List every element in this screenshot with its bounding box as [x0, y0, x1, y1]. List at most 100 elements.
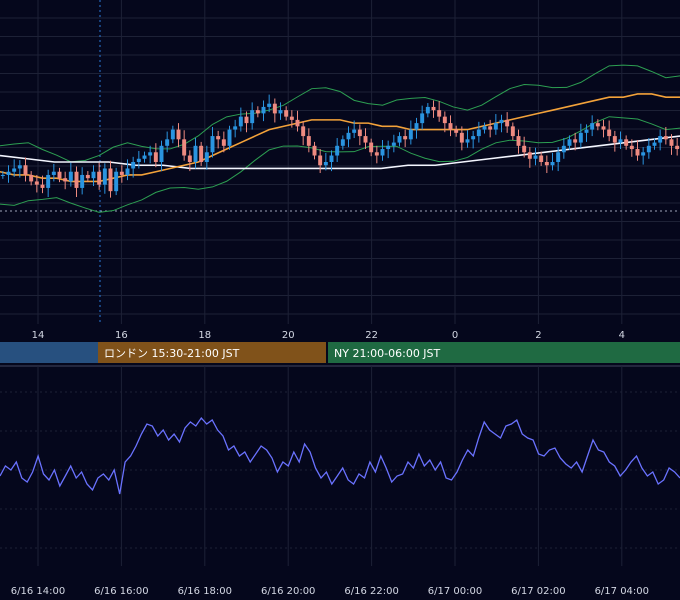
sma-slow-line: [0, 135, 680, 170]
x-tick-label: 16: [115, 330, 128, 341]
candle-body: [335, 145, 340, 156]
candle-body: [108, 168, 113, 192]
candle-body: [397, 136, 402, 143]
candle-body: [391, 142, 396, 146]
candle-body: [289, 116, 294, 120]
candle-body: [148, 152, 153, 156]
main-panel: [0, 0, 680, 324]
candle-body: [448, 123, 453, 130]
bollinger-upper: [0, 64, 680, 163]
candle-body: [561, 145, 566, 153]
candle-body: [425, 106, 430, 114]
candle-body: [278, 110, 283, 114]
session-ny-label: NY 21:00-06:00 JST: [334, 347, 441, 360]
candle-body: [601, 126, 606, 130]
rsi-x-tick-label: 6/17 04:00: [595, 586, 649, 597]
x-tick-label: 20: [282, 330, 295, 341]
candle-body: [142, 155, 147, 159]
main-x-axis: 14 16 18 20 22 0 2 4: [32, 330, 625, 341]
candle-body: [352, 129, 357, 133]
candle-body: [6, 171, 11, 175]
session-london-label: ロンドン 15:30-21:00 JST: [104, 347, 240, 360]
candle-body: [624, 139, 629, 146]
moving-averages: [0, 93, 680, 183]
candle-body: [482, 126, 487, 130]
candle-body: [91, 171, 96, 179]
candle-body: [618, 139, 623, 143]
candle-body: [510, 126, 515, 137]
candle-body: [629, 145, 634, 150]
candlesticks: [0, 94, 680, 198]
candle-body: [527, 152, 532, 159]
rsi-x-axis: 6/16 14:00 6/16 16:00 6/16 18:00 6/16 20:00…: [11, 586, 649, 597]
candle-body: [380, 149, 385, 156]
candle-body: [675, 145, 680, 150]
candle-body: [250, 110, 255, 124]
candle-body: [153, 152, 158, 162]
candle-body: [590, 123, 595, 130]
bollinger-lower: [0, 116, 680, 213]
rsi-panel: [0, 365, 680, 566]
candle-body: [522, 145, 527, 153]
candle-body: [221, 139, 226, 146]
candle-body: [459, 132, 464, 143]
candle-body: [284, 110, 289, 117]
candle-body: [437, 110, 442, 117]
candle-body: [74, 171, 79, 188]
candle-body: [51, 171, 56, 175]
session-london: [98, 342, 326, 363]
rsi-panel-bg: [0, 366, 680, 566]
candle-body: [119, 171, 124, 175]
candle-body: [663, 136, 668, 140]
candle-body: [658, 136, 663, 143]
candle-body: [369, 142, 374, 153]
candle-body: [261, 106, 266, 114]
candle-body: [646, 145, 651, 153]
candle-body: [641, 152, 646, 156]
candle-body: [29, 174, 34, 182]
candle-body: [40, 184, 45, 188]
candle-body: [34, 181, 39, 185]
candle-body: [63, 178, 68, 182]
candle-body: [204, 152, 209, 162]
candle-body: [374, 152, 379, 156]
candle-body: [131, 162, 136, 169]
candle-body: [216, 136, 221, 140]
candle-body: [578, 132, 583, 143]
candle-body: [165, 139, 170, 146]
candle-body: [187, 155, 192, 162]
rsi-x-tick-label: 6/17 00:00: [428, 586, 482, 597]
candle-body: [210, 136, 215, 153]
candle-body: [499, 119, 504, 124]
candle-body: [114, 171, 119, 192]
candle-body: [182, 139, 187, 156]
x-tick-label: 18: [198, 330, 211, 341]
candle-body: [85, 174, 90, 179]
candle-body: [556, 152, 561, 162]
candle-body: [125, 168, 130, 175]
candle-body: [329, 155, 334, 162]
x-tick-label: 4: [619, 330, 625, 341]
candle-body: [476, 129, 481, 137]
candle-body: [306, 136, 311, 146]
candle-body: [612, 136, 617, 143]
x-tick-label: 0: [452, 330, 458, 341]
candle-body: [312, 145, 317, 156]
x-tick-label: 2: [535, 330, 541, 341]
candle-body: [516, 136, 521, 146]
candle-body: [136, 158, 141, 162]
session-ny: [328, 342, 680, 363]
rsi-x-tick-label: 6/16 20:00: [261, 586, 315, 597]
candle-body: [533, 155, 538, 159]
candle-body: [550, 162, 555, 166]
candle-body: [584, 129, 589, 133]
candle-body: [340, 139, 345, 146]
candle-body: [0, 174, 5, 176]
x-tick-label: 22: [365, 330, 378, 341]
candle-body: [46, 174, 51, 188]
candle-body: [267, 103, 272, 107]
bollinger-bands: [0, 64, 680, 213]
candle-body: [238, 116, 243, 127]
candle-body: [403, 136, 408, 140]
